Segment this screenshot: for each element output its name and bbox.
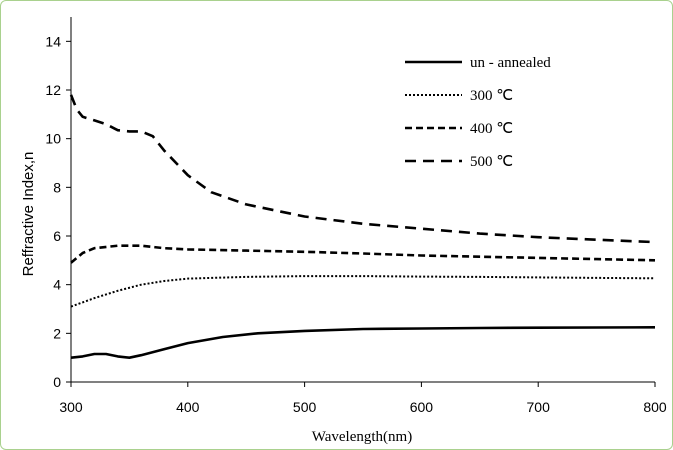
series-line-1	[70, 325, 656, 360]
axes	[70, 17, 655, 383]
series-line-3	[70, 244, 656, 264]
legend-label-1: un - annealed	[470, 55, 551, 71]
y-tick-label: 2	[53, 325, 61, 341]
legend-label-3: 400 ℃	[470, 121, 513, 137]
y-tick-label: 12	[45, 82, 61, 98]
x-tick-label: 300	[59, 399, 83, 415]
legend-label-4: 500 ℃	[470, 154, 513, 170]
y-axis-label: Reffractive Index,n	[20, 152, 37, 277]
y-tick-label: 4	[53, 277, 61, 293]
y-tick-label: 0	[53, 374, 61, 390]
x-tick-label: 800	[643, 399, 667, 415]
x-tick-label: 600	[410, 399, 434, 415]
series-line-4	[69, 94, 656, 244]
x-tick-label: 500	[293, 399, 317, 415]
y-tick-label: 10	[45, 131, 61, 147]
legend-label-2: 300 ℃	[470, 88, 513, 104]
x-tick-label: 400	[176, 399, 200, 415]
legend: un - annealed 300 ℃ 400 ℃ 500 ℃	[405, 55, 551, 170]
series-lines	[69, 94, 656, 360]
x-axis-label: Wavelength(nm)	[312, 429, 412, 445]
y-tick-label: 8	[53, 179, 61, 195]
y-tick-label: 14	[45, 33, 61, 49]
x-axis-ticks: 300 400 500 600 700 800	[59, 382, 667, 415]
y-tick-label: 6	[53, 228, 61, 244]
series-line-2	[70, 275, 656, 308]
x-tick-label: 700	[527, 399, 551, 415]
y-axis-ticks: 0 2 4 6 8 10 12 14	[45, 33, 71, 390]
